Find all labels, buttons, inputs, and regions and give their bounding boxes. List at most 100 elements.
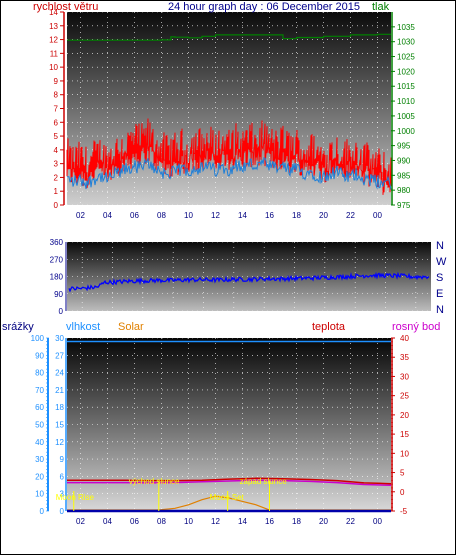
- rain-scale-tick-label: 80: [35, 369, 44, 378]
- humidity-tick-label: 24: [55, 369, 64, 378]
- humidity-tick-label: 30: [55, 334, 64, 343]
- direction-tick-label: 90: [54, 290, 63, 299]
- wind-x-tick-label: 14: [238, 211, 247, 220]
- direction-tick-label: 180: [50, 273, 64, 282]
- wind-tick-label: 12: [49, 36, 58, 45]
- climate-x-tick-label: 12: [211, 517, 220, 526]
- pressure-tick-label: 995: [397, 142, 411, 151]
- humidity-tick-label: 3: [60, 490, 65, 499]
- direction-tick-label: 0: [59, 307, 64, 316]
- wind-tick-label: 6: [54, 118, 59, 127]
- climate-x-tick-label: 16: [265, 517, 274, 526]
- climate-x-tick-label: 04: [103, 517, 112, 526]
- wind-tick-label: 7: [54, 105, 59, 114]
- solar-header: Solar: [118, 321, 144, 333]
- pressure-tick-label: 1025: [397, 53, 415, 62]
- temperature-tick-label: 0: [400, 488, 405, 497]
- wind-x-tick-label: 16: [265, 211, 274, 220]
- wind-x-tick-label: 18: [292, 211, 301, 220]
- solar-line: [67, 495, 391, 511]
- compass-label-s: S: [436, 272, 443, 284]
- wind-x-tick-label: 04: [103, 211, 112, 220]
- climate-x-tick-label: 14: [238, 517, 247, 526]
- climate-x-tick-label: 08: [157, 517, 166, 526]
- wind-tick-label: 14: [49, 8, 58, 17]
- rain-header: srážky: [2, 321, 34, 333]
- wind-tick-label: 10: [49, 63, 58, 72]
- wind-x-tick-label: 00: [373, 211, 382, 220]
- humidity-tick-label: 21: [55, 386, 64, 395]
- compass-label-n-top: N: [436, 240, 444, 252]
- wind-tick-label: 3: [54, 160, 59, 169]
- pressure-tick-label: 1005: [397, 112, 415, 121]
- pressure-line: [67, 33, 391, 41]
- temperature-tick-label: 10: [400, 449, 409, 458]
- wind-x-tick-label: 20: [319, 211, 328, 220]
- pressure-tick-label: 1030: [397, 38, 415, 47]
- wind-axis-label: rychlost větru: [33, 1, 98, 13]
- rain-scale-tick-label: 40: [35, 438, 44, 447]
- moon-annotation-label: Moon Set: [210, 493, 245, 502]
- rain-scale-tick-label: 70: [35, 386, 44, 395]
- rain-scale-tick-label: 90: [35, 351, 44, 360]
- compass-label-e: E: [436, 288, 443, 300]
- temperature-line: [67, 477, 392, 485]
- sun-moon-annotations: východ slunce západ slunce Moon Rise Moon S…: [56, 477, 287, 511]
- sun-annotation-label: západ slunce: [240, 477, 288, 486]
- pressure-tick-label: 990: [397, 156, 411, 165]
- dewpoint-line: [67, 479, 392, 486]
- wind-tick-label: 9: [54, 77, 59, 86]
- climate-x-tick-label: 18: [292, 517, 301, 526]
- compass-label-n-bottom: N: [436, 304, 444, 316]
- direction-series: [68, 271, 430, 293]
- temperature-tick-label: 35: [400, 353, 409, 362]
- pressure-tick-label: 1010: [397, 97, 415, 106]
- temperature-tick-label: 5: [400, 469, 405, 478]
- wind-series: [66, 33, 392, 195]
- humidity-tick-label: 6: [60, 472, 65, 481]
- temperature-tick-label: 20: [400, 411, 409, 420]
- wind-tick-label: 4: [54, 146, 59, 155]
- humidity-tick-label: 12: [55, 438, 64, 447]
- humidity-tick-label: 9: [60, 455, 65, 464]
- direction-tick-label: 360: [50, 238, 64, 247]
- humidity-tick-label: 0: [60, 507, 65, 516]
- temperature-tick-label: 25: [400, 392, 409, 401]
- humidity-header: vlhkost: [66, 321, 100, 333]
- rain-scale-tick-label: 30: [35, 455, 44, 464]
- axes: 0123456789101112131497598098599099510001…: [31, 8, 416, 526]
- wind-x-tick-label: 10: [184, 211, 193, 220]
- wind-gust-line: [66, 118, 392, 195]
- pressure-tick-label: 1000: [397, 127, 415, 136]
- temperature-header: teplota: [312, 321, 346, 333]
- climate-x-tick-label: 06: [130, 517, 139, 526]
- pressure-tick-label: 985: [397, 171, 411, 180]
- humidity-tick-label: 27: [55, 351, 64, 360]
- pressure-tick-label: 1015: [397, 82, 415, 91]
- wind-average-line: [66, 156, 392, 190]
- temperature-tick-label: 15: [400, 430, 409, 439]
- humidity-tick-label: 15: [55, 421, 64, 430]
- wind-tick-label: 1: [54, 187, 59, 196]
- rain-scale-tick-label: 100: [31, 334, 45, 343]
- wind-tick-label: 2: [54, 173, 59, 182]
- chart-title: 24 hour graph day : 06 December 2015: [168, 1, 360, 13]
- climate-x-tick-label: 02: [76, 517, 85, 526]
- climate-x-tick-label: 20: [319, 517, 328, 526]
- wind-x-tick-label: 08: [157, 211, 166, 220]
- wind-direction-line: [68, 271, 430, 293]
- rain-scale-tick-label: 60: [35, 403, 44, 412]
- wind-tick-label: 8: [54, 91, 59, 100]
- direction-tick-label: 270: [50, 255, 64, 264]
- rain-scale-tick-label: 0: [40, 507, 45, 516]
- moon-annotation-label: Moon Rise: [56, 493, 95, 502]
- wind-tick-label: 11: [50, 49, 59, 58]
- pressure-tick-label: 980: [397, 186, 411, 195]
- pressure-axis-label: tlak: [372, 1, 390, 13]
- wind-x-tick-label: 06: [130, 211, 139, 220]
- climate-x-tick-label: 10: [184, 517, 193, 526]
- temperature-tick-label: 30: [400, 372, 409, 381]
- pressure-tick-label: 1020: [397, 67, 415, 76]
- sun-annotation-label: východ slunce: [129, 477, 180, 486]
